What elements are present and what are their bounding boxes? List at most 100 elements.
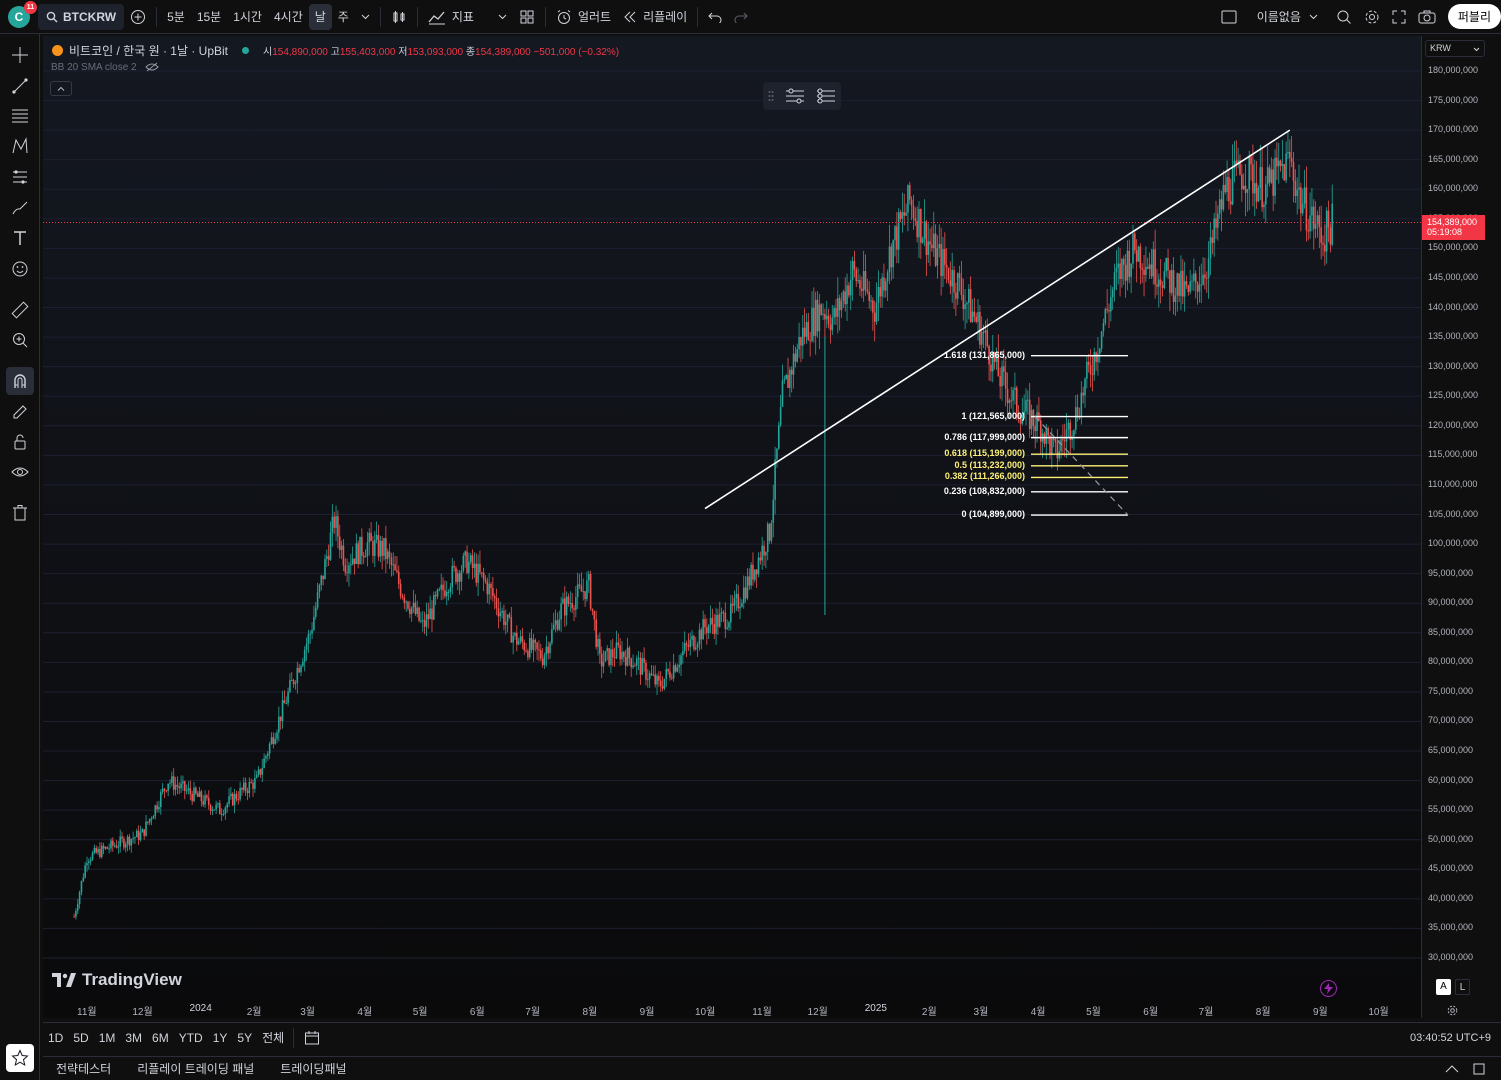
range-1y[interactable]: 1Y xyxy=(212,1030,228,1045)
pencil-lock-icon xyxy=(13,405,27,419)
candle-body xyxy=(1100,331,1103,349)
log-scale-button[interactable]: L xyxy=(1455,979,1470,995)
range-3m[interactable]: 3M xyxy=(125,1030,143,1045)
plus-circle-icon xyxy=(131,9,146,24)
symbol-search[interactable]: BTCKRW xyxy=(38,3,125,30)
candle-body xyxy=(224,807,227,814)
ruler-tool[interactable] xyxy=(6,296,34,324)
range-1d[interactable]: 1D xyxy=(48,1030,64,1045)
price-scale[interactable]: KRW 180,000,000 175,000,000 170,000,000 165… xyxy=(1421,36,1487,1018)
object-settings-icon[interactable] xyxy=(785,87,805,105)
range-6m[interactable]: 6M xyxy=(152,1030,169,1045)
candle-body xyxy=(696,644,699,648)
text-tool[interactable] xyxy=(6,224,34,252)
candle-body xyxy=(326,555,328,559)
panel-tab-2[interactable]: 트레이딩패널 xyxy=(280,1062,347,1076)
price-tick: 120,000,000 xyxy=(1428,419,1479,430)
candle-body xyxy=(861,288,863,291)
crosshair-tool[interactable] xyxy=(6,41,34,69)
candle-body xyxy=(873,312,876,322)
range-1m[interactable]: 1M xyxy=(98,1030,116,1045)
publish-button[interactable]: 퍼블리 xyxy=(1447,4,1501,29)
zoom-tool[interactable] xyxy=(6,326,34,354)
user-avatar[interactable]: C 11 xyxy=(8,0,37,28)
panel-tab-0[interactable]: 전략테스터 xyxy=(56,1062,112,1076)
brush-tool[interactable] xyxy=(6,194,34,222)
star-icon xyxy=(11,1049,29,1067)
candle-body xyxy=(654,674,656,685)
candle-body xyxy=(1073,429,1075,437)
range-5d[interactable]: 5D xyxy=(73,1030,89,1045)
range-5y[interactable]: 5Y xyxy=(237,1030,253,1045)
indicators-button[interactable]: 지표 xyxy=(422,4,480,30)
visibility-tool[interactable] xyxy=(6,458,34,486)
maximize-icon[interactable] xyxy=(1473,1063,1485,1075)
collapse-legend-button[interactable] xyxy=(50,81,72,96)
trend-line-tool[interactable] xyxy=(6,72,34,100)
interval-dropdown[interactable] xyxy=(355,4,376,30)
time-scale[interactable]: 11월 12월 2024 2월 3월 4월 5월 6월 7월 8월 9월 10월 11월 12월 2025 2… xyxy=(43,1000,1421,1020)
currency-select[interactable]: KRW xyxy=(1425,40,1485,57)
clock[interactable]: 03:40:52 UTC+9 xyxy=(1409,1031,1491,1044)
candle-body xyxy=(458,573,461,582)
interval-1h[interactable]: 1시간 xyxy=(233,10,262,24)
candle-body xyxy=(846,285,848,305)
undo-button[interactable] xyxy=(702,4,728,30)
candle-body xyxy=(752,564,754,580)
chevron-up-icon[interactable] xyxy=(1445,1064,1459,1073)
favorites-button[interactable] xyxy=(6,1044,34,1072)
interval-1w[interactable]: 주 xyxy=(337,10,349,24)
candle-body xyxy=(484,579,487,582)
layouts-button[interactable] xyxy=(513,4,541,30)
candle-body xyxy=(530,638,533,650)
magnet-tool[interactable] xyxy=(6,367,34,395)
emoji-tool[interactable] xyxy=(6,255,34,283)
candle-body xyxy=(492,587,494,596)
indicators-dropdown[interactable] xyxy=(492,4,513,30)
candle-body xyxy=(433,595,435,620)
delete-tool[interactable] xyxy=(6,499,34,527)
alert-button[interactable]: 얼러트 xyxy=(550,4,617,30)
candle-body xyxy=(1290,157,1293,163)
chart-type-button[interactable] xyxy=(385,4,413,30)
candle-body xyxy=(200,791,203,802)
lock-tool[interactable] xyxy=(6,428,34,456)
quick-action-icon[interactable] xyxy=(1320,980,1337,997)
drag-handle-icon[interactable] xyxy=(768,90,774,102)
replay-button[interactable]: 리플레이 xyxy=(617,4,693,30)
object-tree-icon[interactable] xyxy=(816,87,836,105)
interval-5m[interactable]: 5분 xyxy=(167,10,185,24)
pattern-tool[interactable] xyxy=(6,132,34,160)
fib-tool[interactable] xyxy=(6,102,34,130)
candle-body xyxy=(1265,184,1267,205)
panel-tab-1[interactable]: 리플레이 트레이딩 패널 xyxy=(137,1062,255,1076)
candle-body xyxy=(1086,361,1088,379)
redo-button[interactable] xyxy=(728,4,754,30)
range-전체[interactable]: 전체 xyxy=(262,1031,285,1045)
range-ytd[interactable]: YTD xyxy=(178,1030,203,1045)
snapshot-button[interactable] xyxy=(1412,4,1442,30)
interval-4h[interactable]: 4시간 xyxy=(273,10,303,24)
draw-mode-tool[interactable] xyxy=(6,398,34,426)
time-tick: 12월 xyxy=(132,1007,153,1018)
candle-body xyxy=(849,279,852,296)
auto-scale-button[interactable]: A xyxy=(1436,979,1451,995)
fullscreen-button[interactable] xyxy=(1386,4,1412,30)
add-symbol-button[interactable] xyxy=(124,4,152,30)
legend-title[interactable]: 비트코인 / 한국 원 · 1날 · UpBit xyxy=(69,44,229,58)
projection-tool[interactable] xyxy=(6,163,34,191)
interval-15m[interactable]: 15분 xyxy=(196,10,222,24)
goto-date-button[interactable] xyxy=(298,1025,326,1051)
eye-off-icon[interactable] xyxy=(145,62,160,72)
settings-button[interactable] xyxy=(1358,4,1386,30)
candle-body xyxy=(820,304,823,315)
price-chart[interactable] xyxy=(43,36,1421,1018)
interval-1d[interactable]: 날 xyxy=(308,3,332,30)
candle-body xyxy=(1329,227,1332,245)
chart-pane[interactable] xyxy=(43,36,1421,1018)
quick-search-button[interactable] xyxy=(1330,4,1358,30)
candle-body xyxy=(1056,442,1059,459)
indicator-legend[interactable]: BB 20 SMA close 2 xyxy=(51,62,160,73)
time-scale-settings-button[interactable] xyxy=(1447,1003,1458,1021)
layout-name-button[interactable]: 이름없음 xyxy=(1215,4,1324,30)
